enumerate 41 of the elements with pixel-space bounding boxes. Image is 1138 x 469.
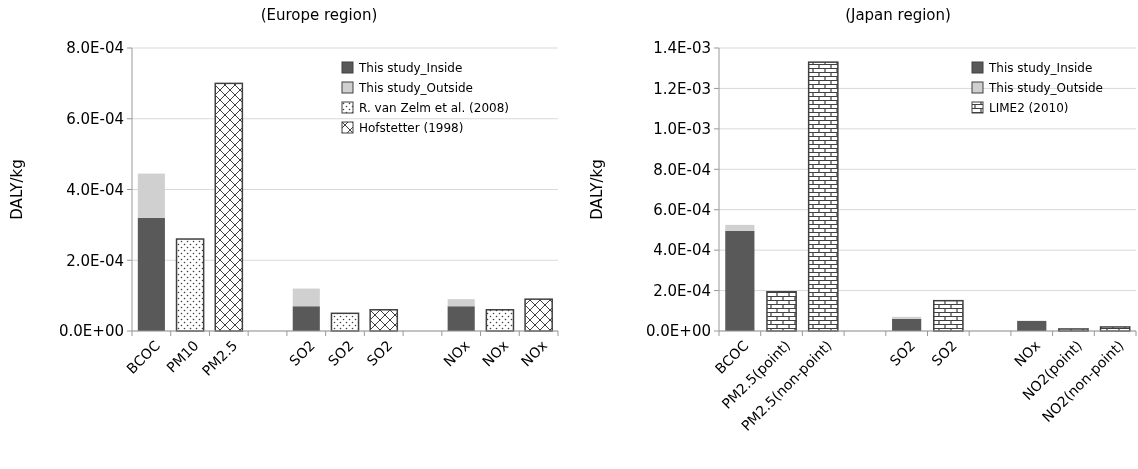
bar <box>292 288 320 307</box>
bar <box>807 61 839 332</box>
y-tick-label: 1.0E-03 <box>653 120 711 139</box>
bar <box>485 309 515 332</box>
bar <box>137 217 165 331</box>
y-axis-title: DALY/kg <box>588 159 606 220</box>
y-tick-label: 2.0E-04 <box>66 251 124 270</box>
legend-label: This study_Inside <box>358 60 463 75</box>
y-tick-label: 6.0E-04 <box>66 110 124 128</box>
y-tick-label: 8.0E-04 <box>66 39 124 58</box>
bar <box>175 238 205 332</box>
bar <box>447 299 475 307</box>
y-tick-label: 0.0E+00 <box>59 322 124 341</box>
y-tick-label: 1.2E-03 <box>653 79 711 98</box>
bar <box>933 299 964 332</box>
bar <box>292 306 320 331</box>
y-tick-label: 4.0E-04 <box>653 241 711 260</box>
y-tick-label: 1.4E-03 <box>653 39 711 58</box>
legend-label: This study_Outside <box>988 80 1103 95</box>
bar <box>892 316 922 319</box>
chart-title: (Europe region) <box>260 6 378 24</box>
chart-title: (Japan region) <box>845 6 951 24</box>
y-axis-title: DALY/kg <box>8 159 26 220</box>
y-tick-label: 8.0E-04 <box>653 160 711 179</box>
legend-label: Hofstetter (1998) <box>359 120 464 135</box>
legend-label: This study_Outside <box>358 80 473 95</box>
legend-label: This study_Inside <box>988 60 1093 75</box>
legend-label: R. van Zelm et al. (2008) <box>359 100 509 115</box>
y-tick-label: 6.0E-04 <box>653 200 711 219</box>
bar <box>369 309 399 332</box>
bar <box>524 298 553 332</box>
y-tick-label: 4.0E-04 <box>66 180 124 199</box>
bar <box>766 291 797 332</box>
y-tick-label: 2.0E-04 <box>653 281 711 300</box>
bar <box>725 230 755 331</box>
y-tick-label: 0.0E+00 <box>646 322 711 341</box>
bar <box>725 224 755 231</box>
bar <box>214 82 244 332</box>
bar <box>447 306 475 331</box>
legend-label: LIME2 (2010) <box>989 100 1069 115</box>
bar <box>892 318 922 331</box>
